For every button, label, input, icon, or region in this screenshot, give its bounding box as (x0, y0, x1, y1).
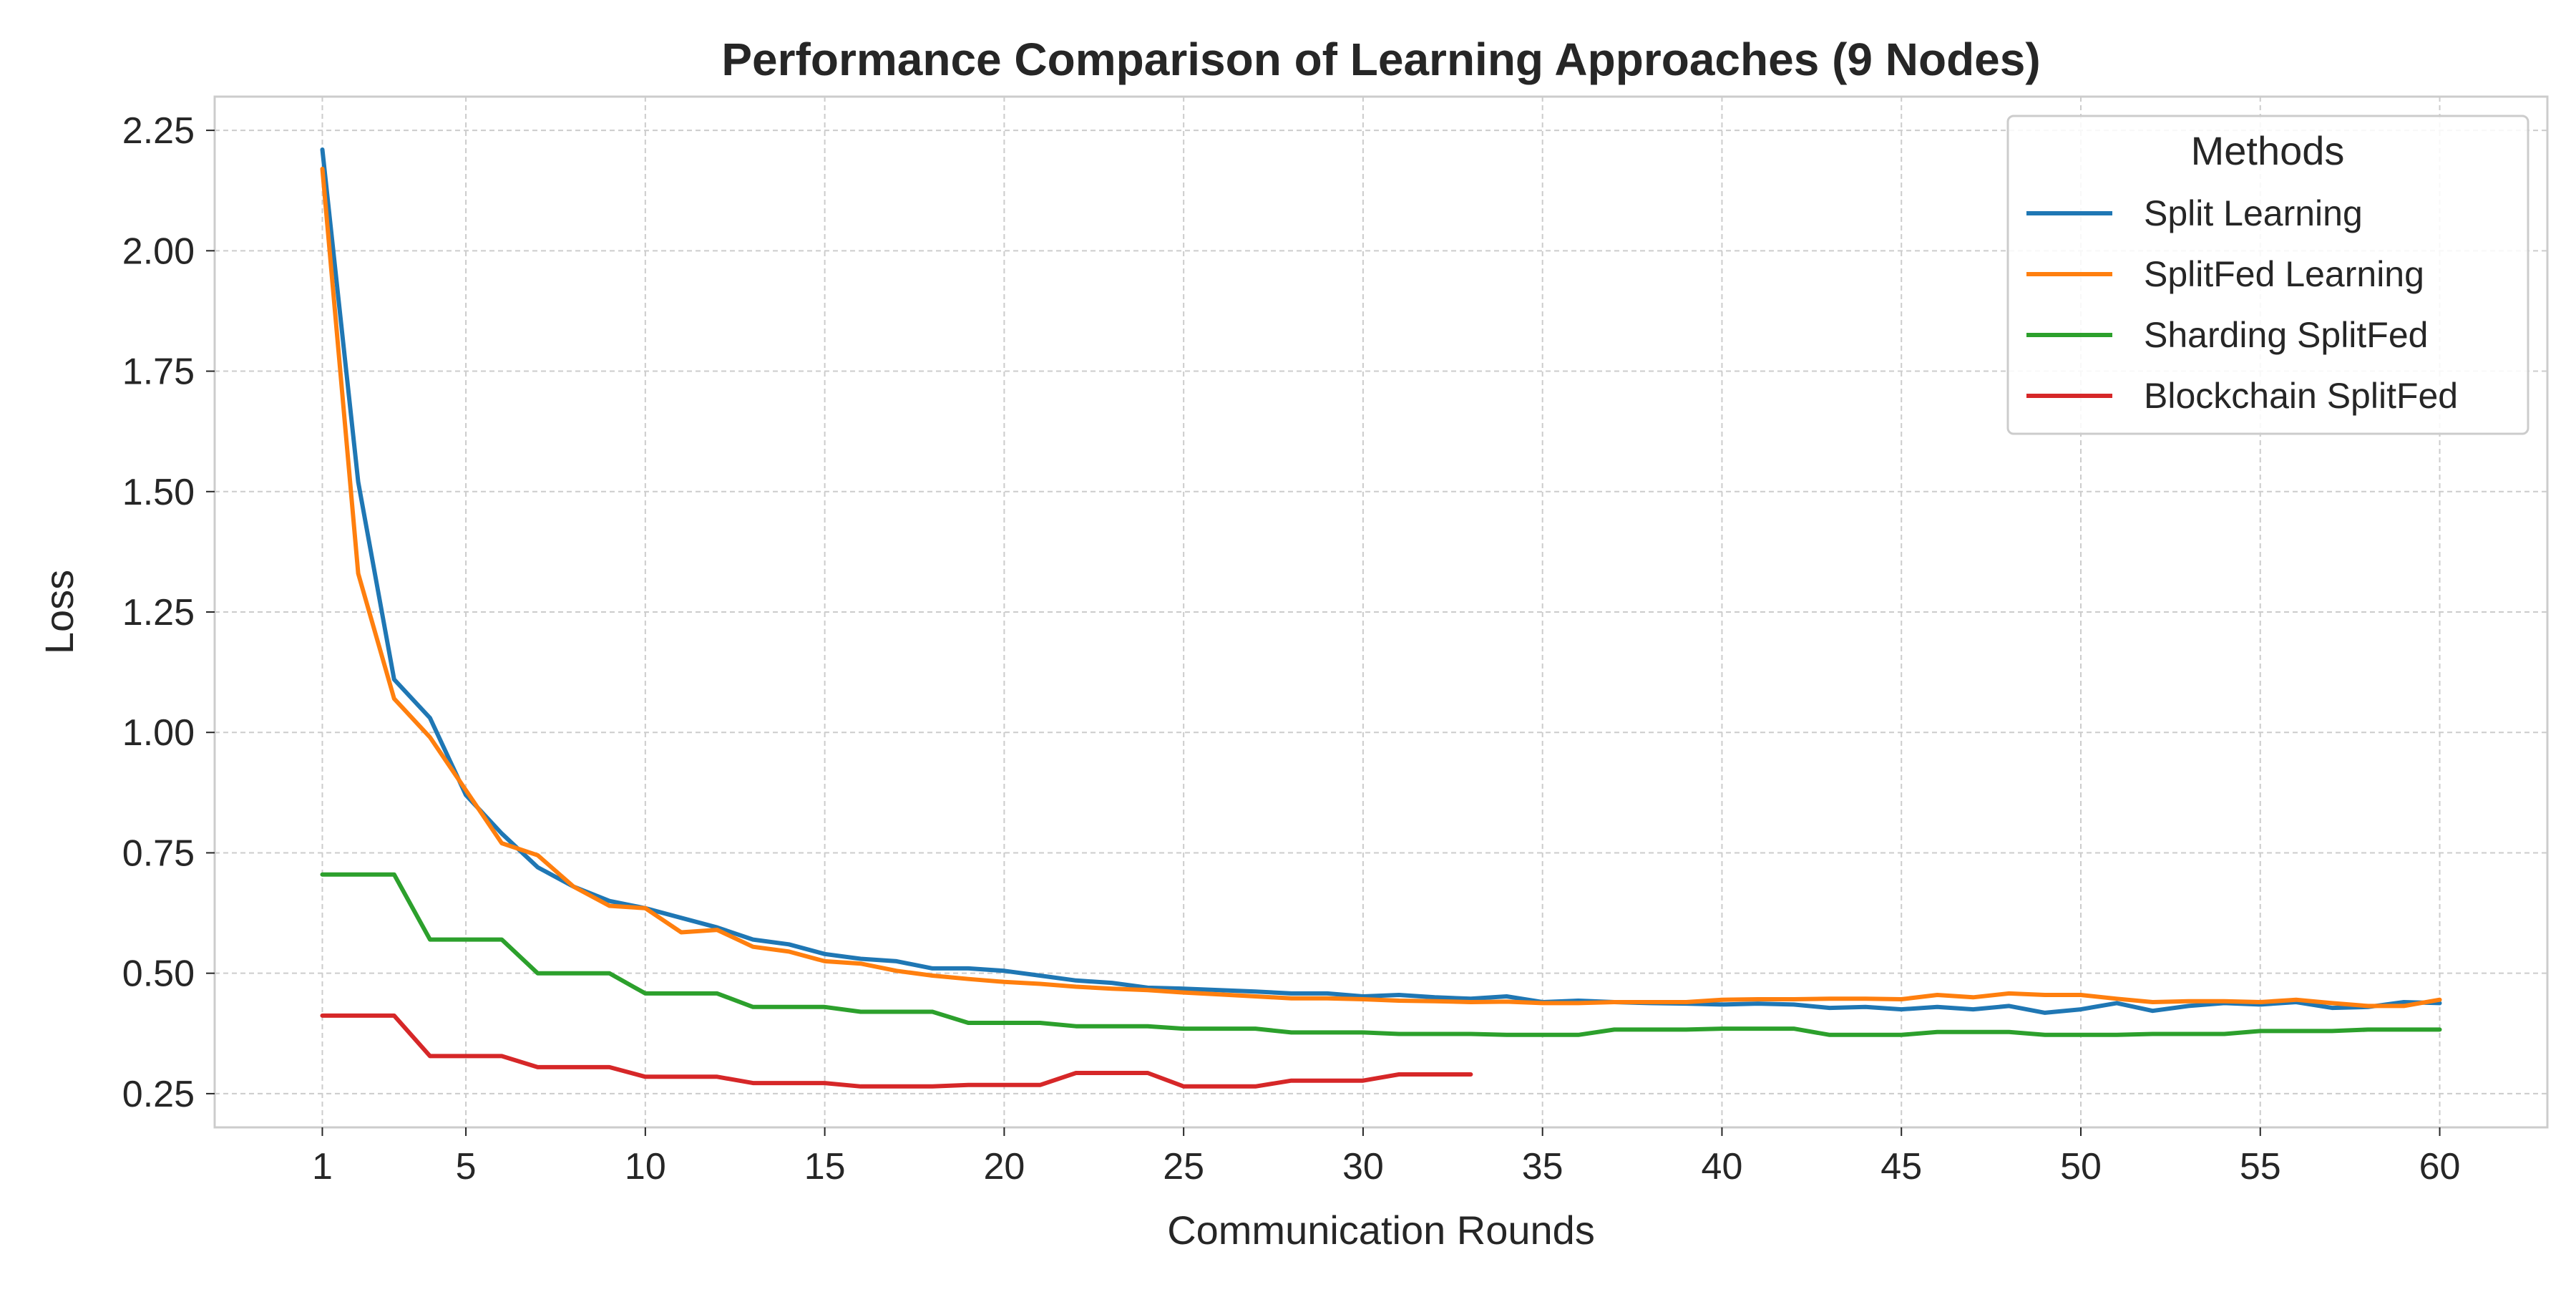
y-tick-label: 2.25 (122, 110, 195, 152)
y-tick-label: 2.00 (122, 230, 195, 272)
series-line-splitfed-learning (320, 166, 2442, 1009)
x-tick-label: 45 (1880, 1146, 1922, 1187)
axis-ticks: 1 5 10 15 20 25 30 35 40 45 50 55 600.250.500.751.00… (122, 110, 2461, 1187)
x-tick-label: 25 (1163, 1146, 1204, 1187)
x-tick-label: 20 (983, 1146, 1025, 1187)
legend-title: Methods (2191, 128, 2345, 173)
x-tick-label: 1 (312, 1146, 333, 1187)
legend-label-sharding-splitfed: Sharding SplitFed (2144, 315, 2428, 355)
x-tick-label: 55 (2240, 1146, 2281, 1187)
series-line-sharding-splitfed (320, 872, 2442, 1037)
y-tick-label: 0.25 (122, 1074, 195, 1115)
x-tick-label: 5 (456, 1146, 477, 1187)
series-line-split-learning (320, 147, 2442, 1015)
x-tick-label: 35 (1522, 1146, 1563, 1187)
y-tick-label: 0.50 (122, 953, 195, 995)
legend-box (2006, 115, 2529, 435)
legend-label-blockchain-splitfed: Blockchain SplitFed (2144, 376, 2458, 416)
series-lines (320, 147, 2442, 1089)
chart-title: Performance Comparison of Learning Appro… (721, 34, 2040, 85)
x-tick-label: 10 (625, 1146, 666, 1187)
x-tick-label: 30 (1342, 1146, 1384, 1187)
legend-label-splitfed-learning: SplitFed Learning (2144, 254, 2424, 294)
y-tick-label: 1.75 (122, 351, 195, 393)
y-axis-label: Loss (36, 570, 82, 654)
x-axis-label: Communication Rounds (1167, 1208, 1595, 1253)
x-tick-label: 60 (2419, 1146, 2461, 1187)
series-line-blockchain-splitfed (320, 1013, 1473, 1089)
y-tick-label: 0.75 (122, 832, 195, 874)
x-tick-label: 15 (804, 1146, 846, 1187)
legend-label-split-learning: Split Learning (2144, 193, 2363, 233)
x-tick-label: 50 (2060, 1146, 2102, 1187)
x-tick-label: 40 (1702, 1146, 1743, 1187)
legend-items: Split Learning SplitFed Learning Sharding … (2026, 193, 2458, 416)
y-tick-label: 1.50 (122, 472, 195, 513)
y-tick-label: 1.00 (122, 712, 195, 754)
y-tick-label: 1.25 (122, 592, 195, 633)
